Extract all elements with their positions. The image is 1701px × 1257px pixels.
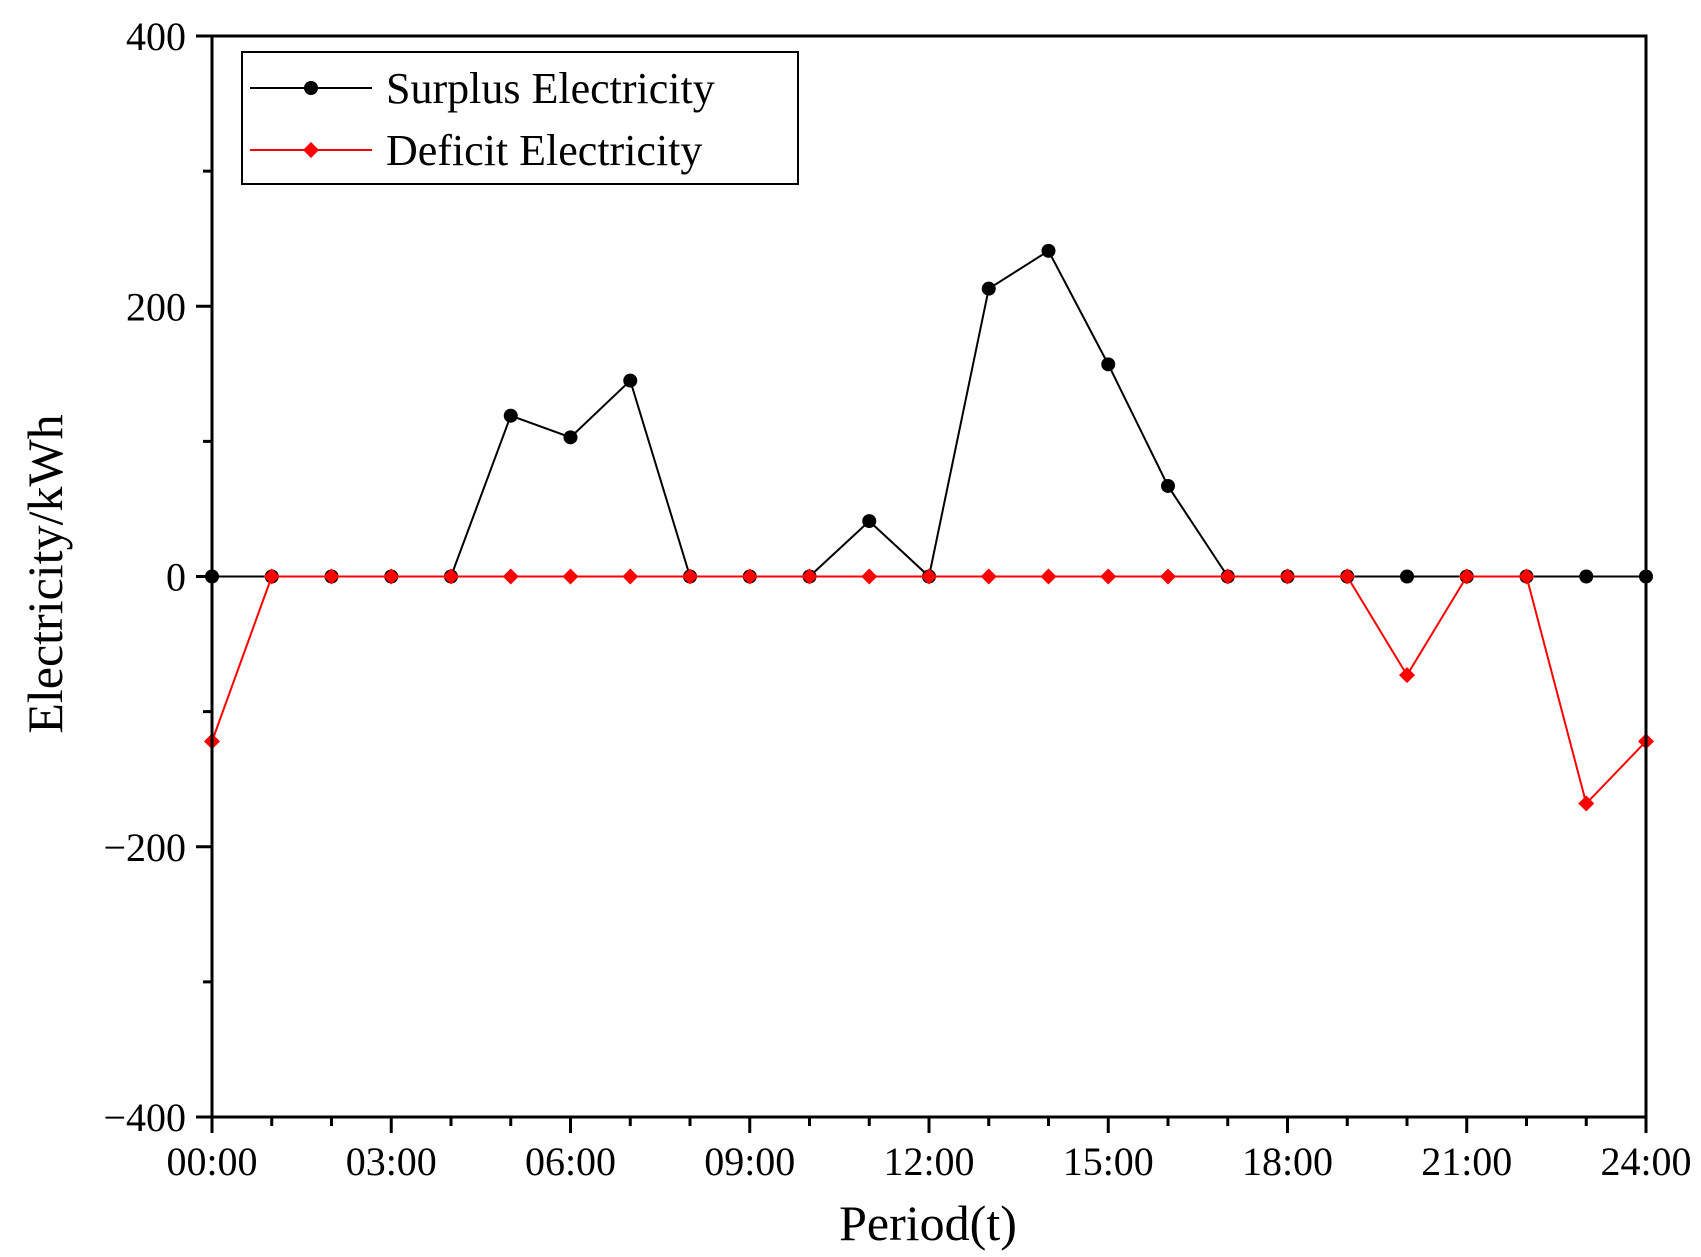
legend-marker-diamond <box>303 142 319 158</box>
deficit-point <box>1399 667 1415 684</box>
deficit-point <box>562 568 579 585</box>
deficit-point <box>1279 568 1296 585</box>
deficit-point <box>383 568 400 585</box>
deficit-point <box>741 568 758 585</box>
surplus-point <box>1161 478 1175 493</box>
surplus-point <box>1101 357 1116 372</box>
surplus-point <box>1400 569 1414 584</box>
legend-label: Deficit Electricity <box>386 126 702 175</box>
legend-marker-circle <box>304 81 318 95</box>
x-tick-label: 21:00 <box>1421 1139 1512 1184</box>
x-tick-label: 12:00 <box>883 1139 974 1184</box>
deficit-point <box>263 568 280 585</box>
deficit-point <box>1040 568 1057 585</box>
x-tick-label: 15:00 <box>1063 1139 1154 1184</box>
deficit-point <box>1160 568 1176 585</box>
deficit-point <box>443 568 459 585</box>
deficit-point <box>1100 568 1117 585</box>
axes: 00:00 03:00 06:00 09:00 12:00 15:00 18:00 21:00… <box>103 14 1691 1184</box>
deficit-point <box>1219 568 1236 585</box>
surplus-point <box>1041 243 1056 258</box>
deficit-point <box>622 568 639 585</box>
legend-label: Surplus Electricity <box>386 64 715 113</box>
y-axis-title: Electricity/kWh <box>17 414 73 733</box>
x-tick-label: 09:00 <box>704 1139 795 1184</box>
surplus-point <box>503 408 518 423</box>
deficit-point <box>1339 568 1356 585</box>
x-tick-label: 06:00 <box>525 1139 616 1184</box>
deficit-point <box>1458 568 1475 585</box>
deficit-point <box>1578 795 1595 812</box>
legend-box <box>241 51 799 185</box>
surplus-point <box>862 514 877 529</box>
surplus-point <box>1579 569 1594 584</box>
surplus-point <box>563 430 578 445</box>
y-tick-label: 200 <box>126 284 186 329</box>
deficit-point <box>502 568 519 585</box>
surplus-point <box>623 373 638 388</box>
surplus-point <box>981 281 996 296</box>
series-line-deficit <box>211 575 1647 806</box>
y-tick-label: −200 <box>103 825 186 870</box>
x-tick-label: 24:00 <box>1600 1139 1691 1184</box>
deficit-point <box>1518 568 1535 585</box>
legend: Surplus Electricity Deficit Electricity <box>241 51 799 185</box>
plot-area <box>204 243 1654 812</box>
y-tick-label: −400 <box>103 1095 186 1140</box>
x-tick-label: 18:00 <box>1242 1139 1333 1184</box>
deficit-point <box>921 568 937 585</box>
x-tick-label: 03:00 <box>346 1139 437 1184</box>
deficit-point <box>682 568 698 585</box>
deficit-point <box>980 568 997 585</box>
deficit-point <box>801 568 818 585</box>
y-tick-label: 0 <box>166 555 186 600</box>
series-line-surplus <box>212 249 1646 579</box>
x-axis-title: Period(t) <box>839 1195 1017 1251</box>
x-tick-label: 00:00 <box>166 1139 257 1184</box>
deficit-point <box>323 568 340 585</box>
deficit-point <box>861 568 878 585</box>
y-tick-label: 400 <box>126 14 186 59</box>
